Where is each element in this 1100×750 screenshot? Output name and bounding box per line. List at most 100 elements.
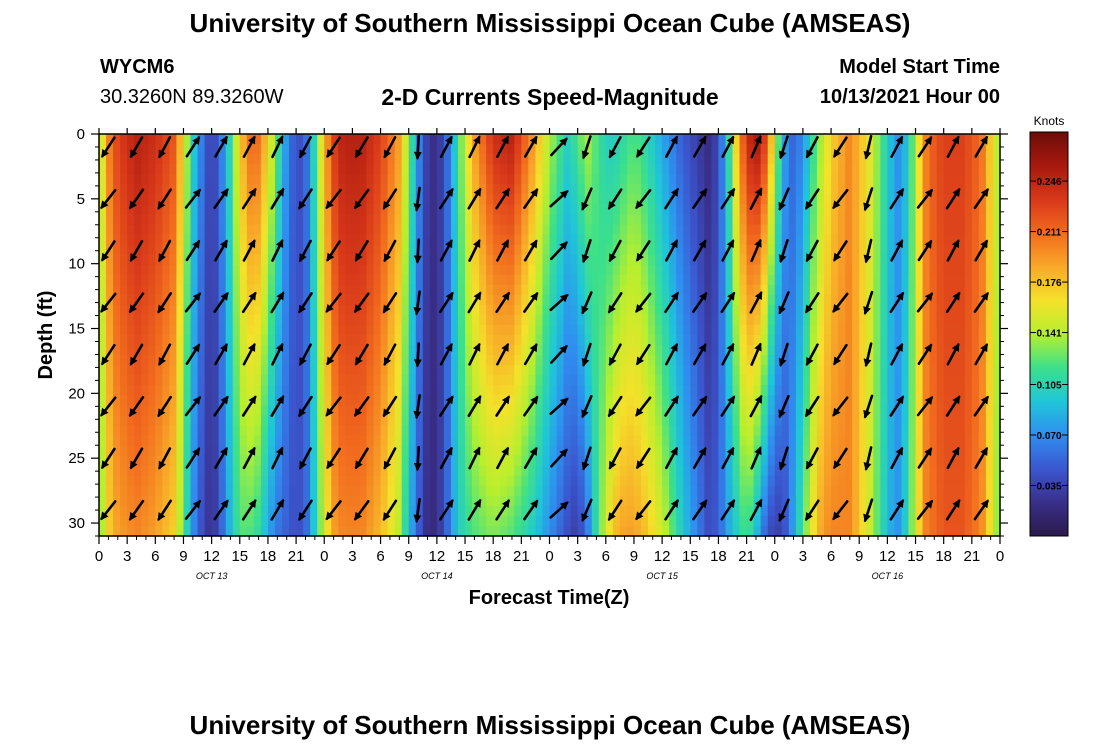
heatmap-cell [929,475,938,487]
heatmap-cell [141,134,149,145]
heatmap-cell [99,174,107,185]
heatmap-cell [246,274,255,286]
heatmap-cell [303,455,311,467]
heatmap-cell [690,204,698,215]
heatmap-cell [683,515,691,527]
heatmap-cell [359,284,368,296]
heatmap-cell [120,525,128,537]
heatmap-cell [591,234,600,246]
heatmap-cell [957,224,966,236]
heatmap-cell [711,304,720,316]
heatmap-cell [450,254,459,266]
heatmap-cell [669,174,677,185]
heatmap-cell [394,174,403,185]
heatmap-cell [852,294,860,306]
heatmap-cell [486,184,494,195]
heatmap-cell [838,385,846,396]
heatmap-cell [324,194,332,205]
heatmap-cell [253,485,262,497]
heatmap-cell [141,365,149,376]
heatmap-cell [908,284,917,296]
heatmap-cell [655,224,663,236]
heatmap-cell [908,395,917,406]
heatmap-cell [204,174,213,185]
heatmap-cell [957,324,966,336]
heatmap-cell [781,314,790,326]
heatmap-cell [141,304,149,316]
heatmap-cell [380,505,389,517]
heatmap-cell [964,264,973,276]
heatmap-cell [134,415,142,427]
heatmap-cell [465,224,473,236]
heatmap-cell [457,244,466,256]
heatmap-cell [338,244,346,256]
heatmap-cell [99,345,107,356]
heatmap-cell [331,224,339,236]
heatmap-cell [232,475,241,487]
heatmap-cell [795,345,804,356]
heatmap-cell [450,274,459,286]
heatmap-cell [317,264,325,276]
heatmap-cell [296,134,304,145]
heatmap-cell [472,365,480,376]
heatmap-cell [211,415,220,427]
heatmap-cell [535,385,544,396]
heatmap-cell [718,375,727,386]
heatmap-cell [880,274,888,286]
heatmap-cell [852,395,860,406]
heatmap-cell [866,194,874,205]
heatmap-cell [570,345,579,356]
heatmap-cell [253,234,262,246]
heatmap-cell [394,455,403,467]
heatmap-cell [401,395,410,406]
heatmap-cell [380,495,389,507]
heatmap-cell [457,445,466,457]
heatmap-cell [345,475,354,487]
heatmap-cell [352,274,361,286]
heatmap-cell [802,495,811,507]
heatmap-cell [669,284,677,296]
heatmap-cell [816,244,825,256]
heatmap-cell [169,194,178,205]
heatmap-cell [528,355,537,366]
heatmap-cell [605,284,614,296]
heatmap-cell [211,274,220,286]
heatmap-cell [120,505,128,517]
heatmap-cell [331,425,339,437]
heatmap-cell [267,415,276,427]
heatmap-cell [176,304,185,316]
heatmap-cell [366,485,375,497]
heatmap-cell [943,345,952,356]
heatmap-cell [605,485,614,497]
heatmap-cell [521,365,529,376]
heatmap-cell [718,505,727,517]
heatmap-cell [845,304,853,316]
heatmap-cell [802,324,811,336]
heatmap-cell [120,465,128,477]
heatmap-cell [641,254,649,266]
heatmap-cell [450,294,459,306]
heatmap-cell [704,475,712,487]
heatmap-cell [880,324,888,336]
heatmap-cell [908,154,917,165]
heatmap-cell [113,385,121,396]
heatmap-cell [387,335,396,346]
heatmap-cell [584,525,593,537]
heatmap-cell [591,525,600,537]
heatmap-cell [127,415,135,427]
heatmap-cell [845,274,853,286]
heatmap-cell [655,274,663,286]
heatmap-cell [753,525,762,537]
heatmap-cell [760,415,769,427]
heatmap-cell [626,385,635,396]
heatmap-cell [162,234,170,246]
heatmap-cell [472,154,480,165]
heatmap-cell [683,525,691,537]
heatmap-cell [795,264,804,276]
heatmap-cell [253,224,262,236]
heatmap-cell [957,515,966,527]
heatmap-cell [218,214,227,226]
heatmap-cell [422,525,431,537]
heatmap-cell [338,465,346,477]
heatmap-cell [401,324,410,336]
